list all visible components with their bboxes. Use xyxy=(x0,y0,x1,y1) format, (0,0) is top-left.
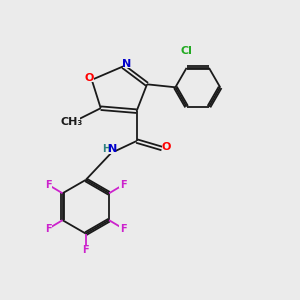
Text: Cl: Cl xyxy=(181,46,193,56)
FancyBboxPatch shape xyxy=(162,143,170,151)
Text: O: O xyxy=(161,142,171,152)
Text: F: F xyxy=(45,180,52,190)
Text: F: F xyxy=(120,224,127,234)
Text: CH₃: CH₃ xyxy=(60,117,82,127)
Text: F: F xyxy=(45,224,52,234)
Text: O: O xyxy=(85,73,94,83)
FancyBboxPatch shape xyxy=(119,225,127,232)
FancyBboxPatch shape xyxy=(101,145,116,154)
FancyBboxPatch shape xyxy=(63,118,80,126)
FancyBboxPatch shape xyxy=(45,225,52,232)
FancyBboxPatch shape xyxy=(119,181,127,188)
Text: N: N xyxy=(108,144,117,154)
Text: H: H xyxy=(102,144,110,154)
FancyBboxPatch shape xyxy=(82,247,89,254)
FancyBboxPatch shape xyxy=(122,60,131,68)
Text: F: F xyxy=(120,180,127,190)
Text: N: N xyxy=(122,59,131,69)
FancyBboxPatch shape xyxy=(181,47,192,56)
FancyBboxPatch shape xyxy=(45,181,52,188)
FancyBboxPatch shape xyxy=(85,74,94,82)
Text: F: F xyxy=(82,245,89,255)
